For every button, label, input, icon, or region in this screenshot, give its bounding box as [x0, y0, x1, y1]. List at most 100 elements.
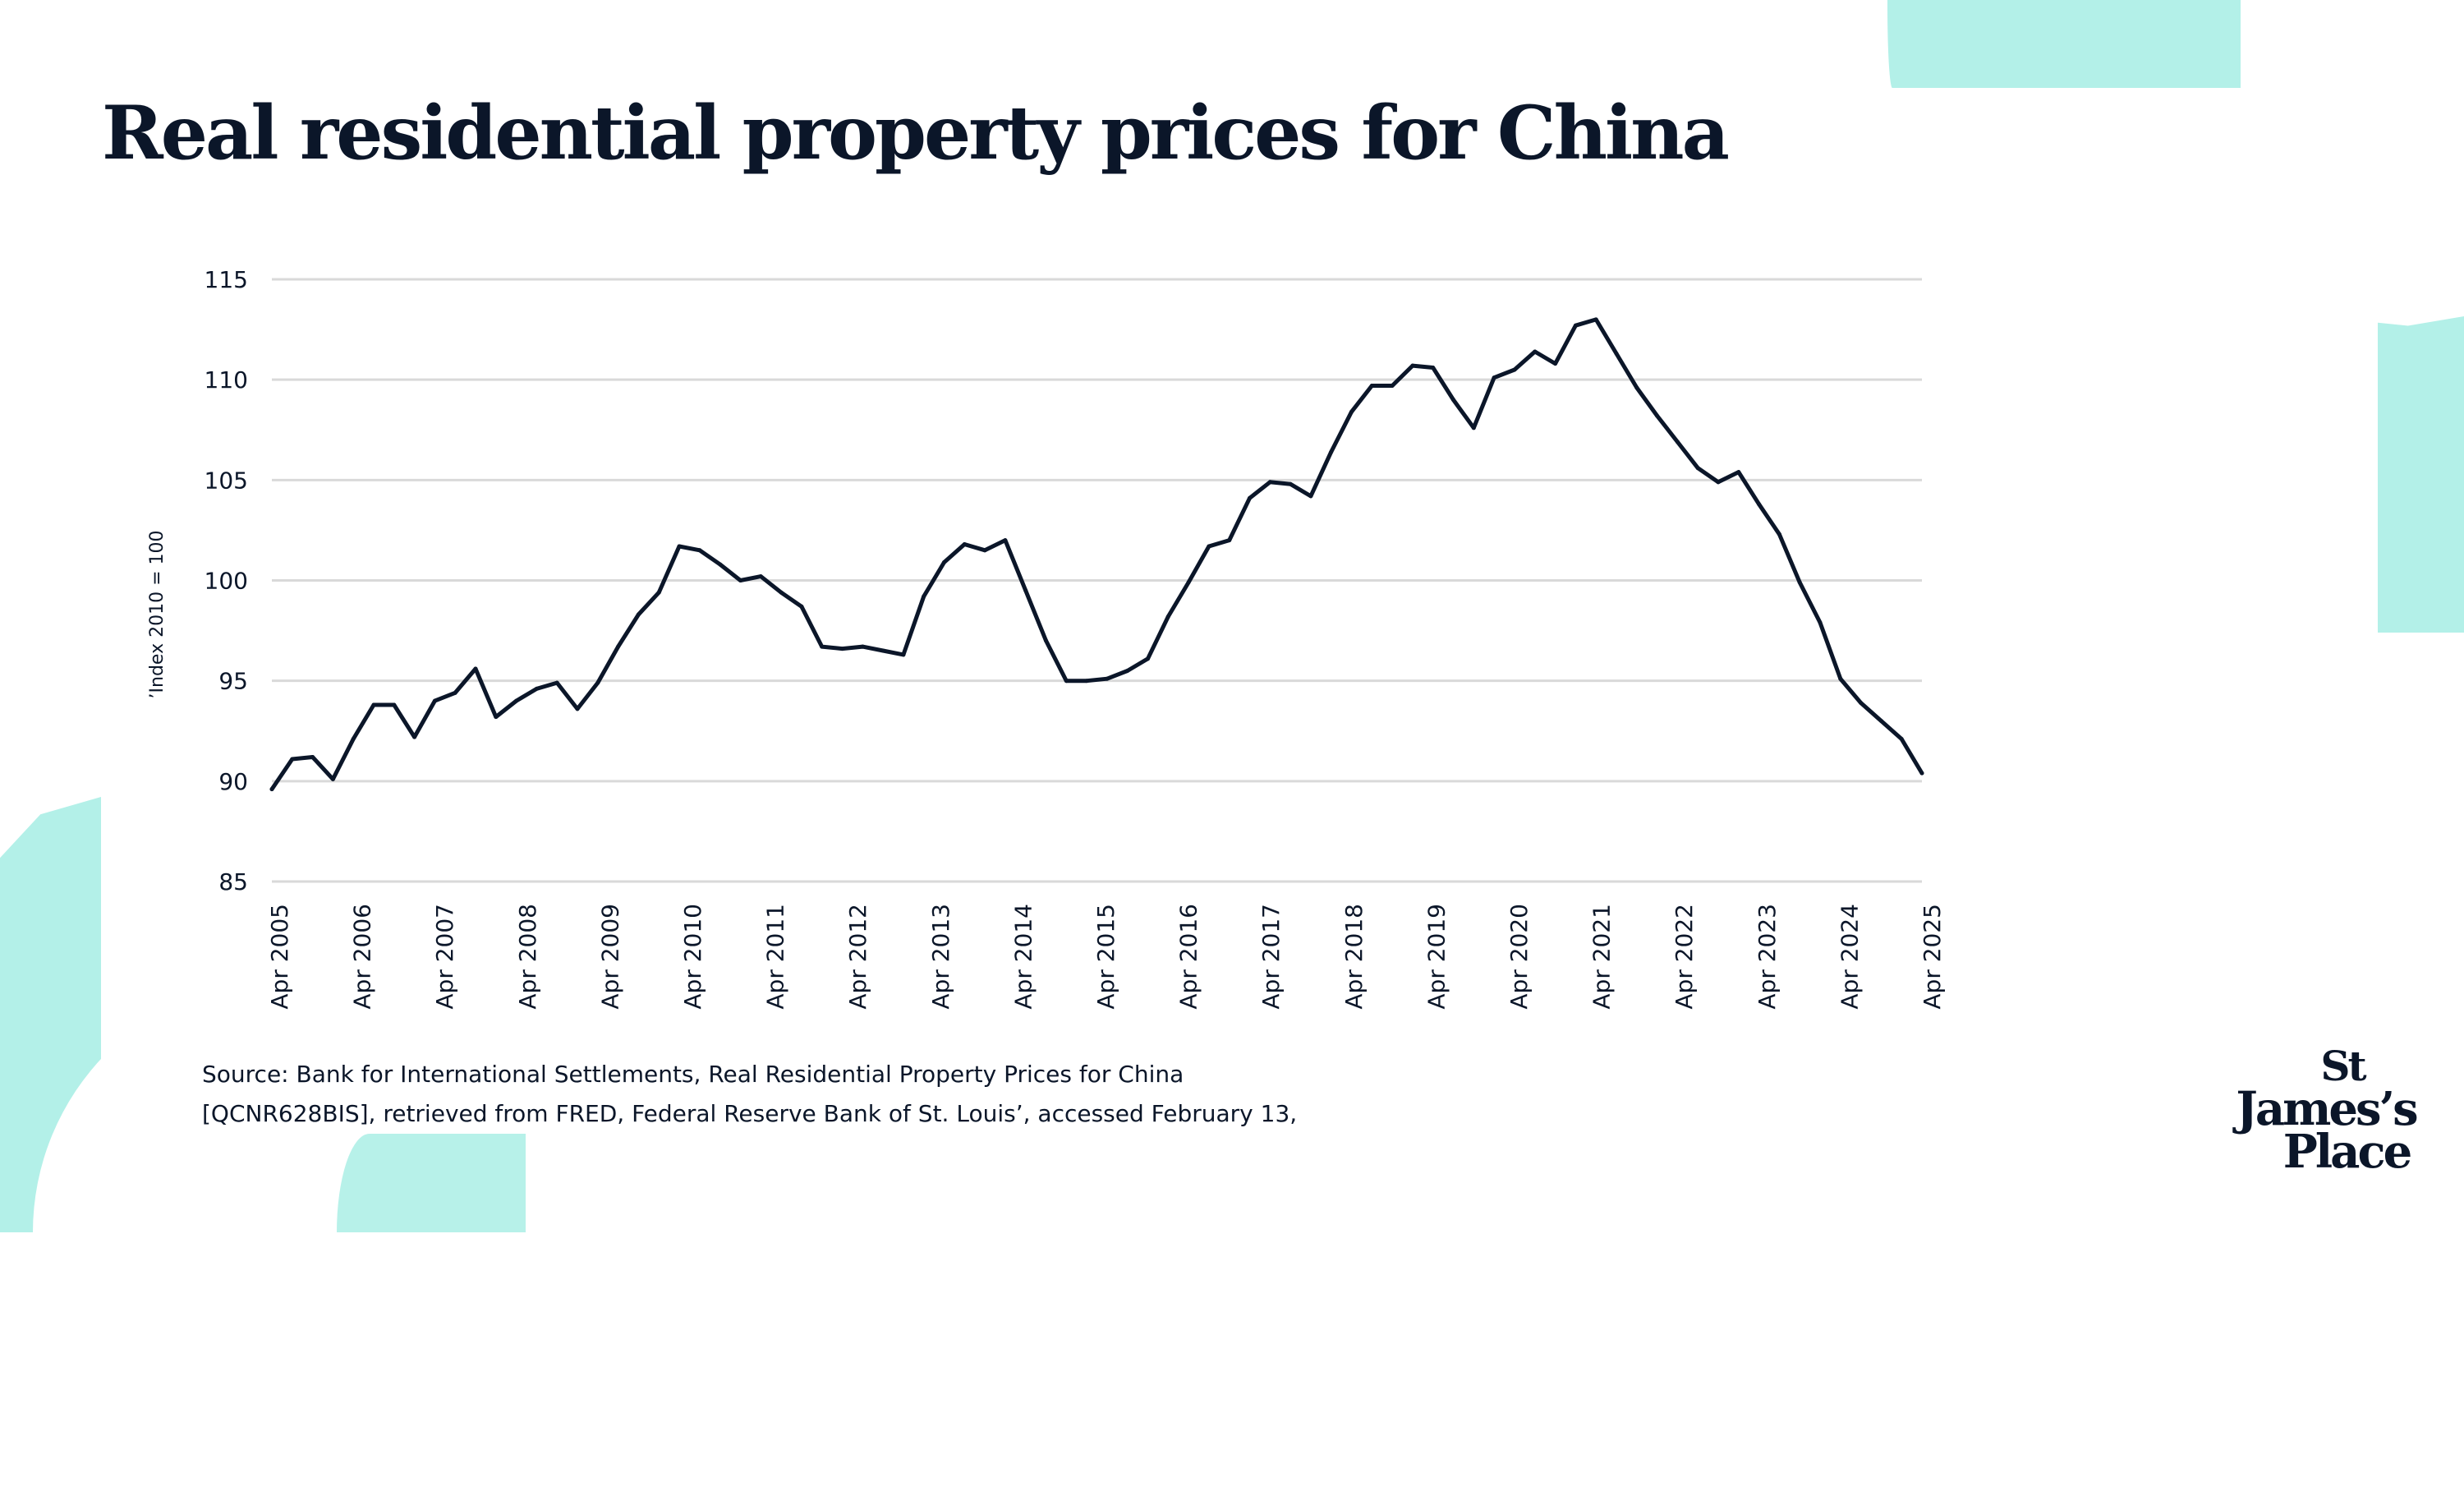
logo-line-1: St	[2320, 1042, 2366, 1090]
data-point	[942, 560, 946, 564]
data-point	[1757, 502, 1762, 507]
data-point	[1899, 737, 1904, 741]
x-tick-label: Apr 2018	[1340, 904, 1368, 1010]
page-title: Real residential property prices for Chi…	[102, 90, 1730, 177]
data-point	[1716, 480, 1721, 485]
decorative-brush-bottom	[337, 1134, 526, 1232]
x-tick-label: Apr 2006	[349, 904, 376, 1010]
data-point	[412, 734, 417, 739]
y-tick-label: 95	[218, 668, 248, 695]
data-point	[860, 644, 865, 649]
data-point	[1573, 323, 1578, 328]
data-point	[1919, 771, 1924, 776]
logo-line-3: Place	[2282, 1125, 2412, 1179]
data-point	[1186, 580, 1191, 585]
x-tick-label: Apr 2025	[1919, 904, 1946, 1010]
data-point	[1878, 719, 1883, 723]
data-point	[1736, 470, 1741, 475]
data-point	[697, 548, 702, 553]
data-point	[1675, 440, 1680, 444]
data-point	[432, 698, 437, 703]
data-point	[1818, 620, 1823, 625]
data-point	[1105, 676, 1110, 681]
data-point	[1084, 679, 1089, 684]
y-tick-label: 115	[205, 266, 248, 293]
data-point	[1390, 384, 1395, 388]
data-point	[718, 562, 723, 567]
data-point	[1349, 409, 1354, 414]
source-line-1: Source: Bank for International Settlemen…	[202, 1061, 1184, 1088]
x-tick-label: Apr 2011	[762, 904, 789, 1010]
data-point	[1777, 532, 1781, 536]
data-point	[310, 755, 315, 759]
logo-line-2: James’s	[2236, 1082, 2418, 1136]
y-axis-label: ’Index 2010 = 100	[147, 531, 168, 699]
x-tick-label: Apr 2007	[431, 904, 458, 1010]
data-point	[534, 686, 539, 691]
data-point	[473, 666, 478, 671]
x-tick-label: Apr 2016	[1175, 904, 1202, 1010]
y-tick-label: 90	[218, 768, 248, 795]
x-tick-label: Apr 2023	[1754, 904, 1781, 1010]
data-point	[1044, 638, 1048, 643]
data-point	[1431, 366, 1436, 370]
data-point	[1248, 495, 1252, 500]
data-point	[962, 542, 967, 546]
data-point	[554, 680, 559, 685]
data-point	[1797, 580, 1802, 585]
data-point	[1512, 367, 1517, 372]
data-point	[330, 776, 335, 781]
x-tick-label: Apr 2005	[266, 904, 293, 1010]
data-point	[1634, 385, 1639, 390]
x-tick-label: Apr 2012	[844, 904, 871, 1010]
data-point	[1492, 375, 1496, 380]
data-point	[1227, 538, 1232, 543]
data-point	[616, 644, 621, 649]
y-tick-label: 105	[205, 467, 248, 494]
data-point	[514, 698, 519, 703]
data-point	[1003, 538, 1008, 543]
x-tick-label: Apr 2013	[927, 904, 954, 1010]
data-point	[1471, 426, 1476, 430]
data-point	[1308, 494, 1313, 499]
data-point	[779, 590, 784, 595]
decorative-brush-top-right	[1887, 0, 2241, 88]
y-tick-label: 100	[205, 568, 248, 595]
data-point	[1614, 351, 1619, 356]
decorative-brush-right	[2378, 316, 2464, 633]
data-point	[1207, 544, 1211, 549]
data-point	[840, 647, 844, 651]
data-point	[1553, 361, 1558, 366]
data-point	[290, 757, 295, 762]
x-tick-label: Apr 2015	[1092, 904, 1119, 1010]
source-note: Source: Bank for International Settlemen…	[202, 1055, 1434, 1134]
data-point	[494, 715, 499, 720]
data-point	[799, 604, 804, 609]
data-point	[575, 707, 580, 711]
data-point	[758, 574, 763, 579]
data-point	[1288, 481, 1293, 486]
x-tick-label: Apr 2024	[1836, 904, 1863, 1010]
data-point	[1146, 656, 1150, 661]
data-point	[880, 648, 885, 653]
data-point	[269, 787, 274, 792]
data-point	[371, 702, 376, 707]
data-point	[1593, 317, 1598, 322]
data-point	[738, 578, 742, 582]
data-points	[269, 317, 1924, 792]
data-point	[1165, 615, 1170, 619]
data-point	[1064, 679, 1069, 684]
x-tick-label: Apr 2020	[1506, 904, 1533, 1010]
data-point	[1125, 669, 1130, 673]
st-jamess-place-logo: St James’s Place	[2227, 1042, 2425, 1179]
data-point	[1655, 413, 1660, 418]
x-tick-label: Apr 2009	[596, 904, 623, 1010]
data-point	[677, 544, 682, 549]
x-tick-label: Apr 2008	[514, 904, 541, 1010]
data-point	[1329, 449, 1334, 454]
x-tick-label: Apr 2010	[679, 904, 706, 1010]
x-tick-label: Apr 2021	[1588, 904, 1616, 1010]
data-point	[1410, 363, 1415, 368]
data-point	[656, 590, 661, 595]
